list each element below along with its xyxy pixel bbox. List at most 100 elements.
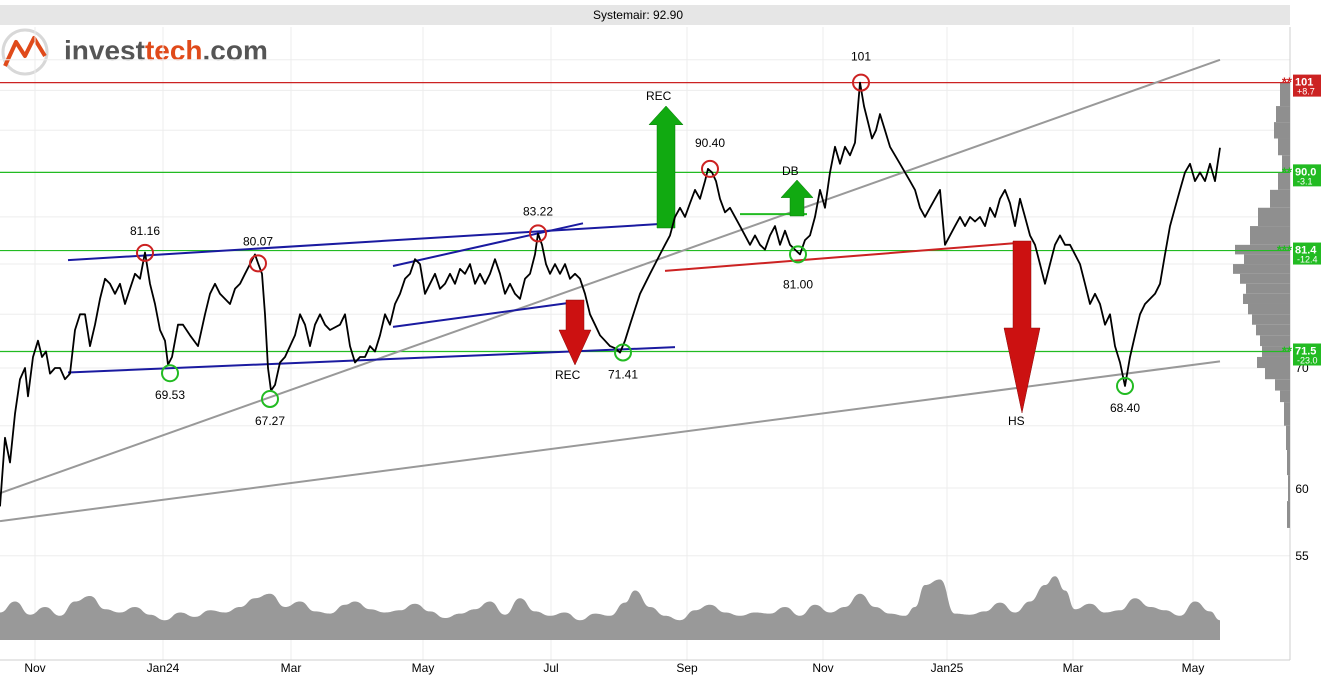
- level-stars: ***: [1277, 243, 1293, 258]
- volume-profile-bar: [1270, 189, 1290, 208]
- signals-layer: REC DB REC HS: [555, 89, 1041, 428]
- level-percent: -12.4: [1297, 255, 1318, 265]
- chart-title: Systemair: 92.90: [593, 8, 683, 22]
- signal-label: DB: [782, 164, 799, 178]
- volume-profile-bar: [1288, 475, 1290, 502]
- neckline: [664, 240, 1031, 272]
- trough-value-label: 68.40: [1110, 401, 1140, 415]
- x-tick-label: Nov: [24, 661, 45, 675]
- volume-profile-bar: [1280, 390, 1290, 403]
- x-tick-label: May: [1182, 661, 1205, 675]
- volume-profile-bar: [1258, 207, 1290, 227]
- volume-profile-bar: [1287, 501, 1290, 528]
- trough-value-label: 71.41: [608, 367, 638, 381]
- level-value: 81.4: [1295, 245, 1317, 257]
- volume-profile-bar: [1286, 425, 1290, 451]
- trough-marker: [614, 343, 632, 362]
- volume-profile-bar: [1278, 172, 1290, 190]
- volume-profile-bar: [1246, 283, 1290, 294]
- peak-marker: [136, 243, 154, 262]
- x-tick-label: Jul: [543, 661, 558, 675]
- x-tick-label: Sep: [676, 661, 698, 675]
- price-layer: [0, 81, 1221, 507]
- level-value: 101: [1295, 77, 1313, 89]
- trough-marker: [789, 245, 807, 264]
- price-line: [0, 81, 1221, 507]
- title-bar: [0, 5, 1290, 25]
- level-stars: **: [1282, 164, 1293, 179]
- channel-line-lower: [392, 299, 585, 328]
- level-stars: **: [1282, 343, 1293, 358]
- trough-marker: [161, 364, 179, 383]
- x-tick-label: Nov: [812, 661, 833, 675]
- peak-value-label: 81.16: [130, 224, 160, 238]
- trend-channel-lower: [0, 360, 1221, 523]
- peak-value-label: 83.22: [523, 204, 553, 218]
- signal-arrow-up-db: [780, 179, 814, 217]
- volume-profile-bar: [1276, 106, 1290, 123]
- volume-profile-bar: [1240, 273, 1290, 284]
- level-tag-box: [1293, 74, 1321, 97]
- volume-profile: [1233, 82, 1290, 528]
- volume-profile-bar: [1235, 244, 1290, 255]
- signal-arrow-down-hs: [1003, 240, 1041, 414]
- level-value: 90.0: [1295, 166, 1316, 178]
- volume-profile-bar: [1265, 368, 1290, 380]
- investtech-logo-icon: [1, 28, 49, 76]
- volume-profile-bar: [1257, 356, 1290, 368]
- level-tag-box: [1293, 164, 1321, 187]
- volume-profile-bar: [1256, 324, 1290, 336]
- volume-profile-bar: [1244, 254, 1290, 265]
- x-tick-label: May: [412, 661, 435, 675]
- level-percent: +8.7: [1297, 87, 1315, 97]
- volume-layer: [0, 576, 1220, 640]
- signal-label: HS: [1008, 414, 1025, 428]
- trough-value-label: 67.27: [255, 414, 285, 428]
- volume-profile-bar: [1284, 402, 1290, 426]
- peak-marker: [249, 254, 267, 273]
- x-tick-label: Jan24: [147, 661, 180, 675]
- trend-channel-upper: [0, 58, 1221, 495]
- level-value: 71.5: [1295, 345, 1316, 357]
- grid-layer: [0, 27, 1291, 661]
- x-tick-label: Mar: [281, 661, 302, 675]
- trough-marker: [1116, 376, 1134, 395]
- annotations-layer: 81.16 80.07 83.22 90.40 101 69.53 67.27 71.41 81…: [130, 50, 1140, 428]
- logo-text-tech: tech: [145, 35, 203, 66]
- signal-arrow-up-rec: [648, 105, 684, 229]
- signal-arrow-down-rec: [558, 299, 592, 366]
- volume-profile-bar: [1278, 138, 1290, 156]
- level-tags-layer: ** 101+8.7** 90.0-3.1*** 81.4-12.4** 71.5-23…: [1277, 74, 1321, 366]
- volume-profile-bar: [1233, 264, 1290, 274]
- x-tick-label: Jan25: [931, 661, 964, 675]
- volume-profile-bar: [1282, 155, 1290, 173]
- logo-text: investtech.com: [64, 35, 268, 66]
- peak-marker: [529, 224, 547, 243]
- volume-profile-bar: [1275, 379, 1290, 391]
- level-tag-box: [1293, 242, 1321, 265]
- level-stars: **: [1282, 75, 1293, 90]
- trough-value-label: 81.00: [783, 277, 813, 291]
- peak-value-label: 90.40: [695, 136, 725, 150]
- channel-line-upper: [392, 222, 584, 267]
- volume-profile-bar: [1274, 122, 1290, 139]
- volume-profile-bar: [1287, 450, 1290, 476]
- peak-marker: [852, 73, 870, 92]
- volume-profile-bar: [1252, 314, 1290, 325]
- logo-text-invest: invest: [64, 35, 145, 66]
- level-percent: -3.1: [1297, 176, 1313, 186]
- y-tick-label: 55: [1295, 549, 1309, 563]
- volume-area: [0, 576, 1220, 640]
- level-percent: -23.0: [1297, 355, 1318, 365]
- volume-profile-bar: [1280, 82, 1290, 107]
- trendlines-layer: [0, 58, 1221, 523]
- wedge-line-upper: [67, 222, 673, 262]
- trough-marker: [261, 389, 279, 408]
- level-tag-box: [1293, 343, 1321, 366]
- volume-profile-bar: [1250, 226, 1290, 245]
- peak-value-label: 80.07: [243, 234, 273, 248]
- signal-label: REC: [646, 89, 672, 103]
- volume-profile-bar: [1260, 335, 1290, 347]
